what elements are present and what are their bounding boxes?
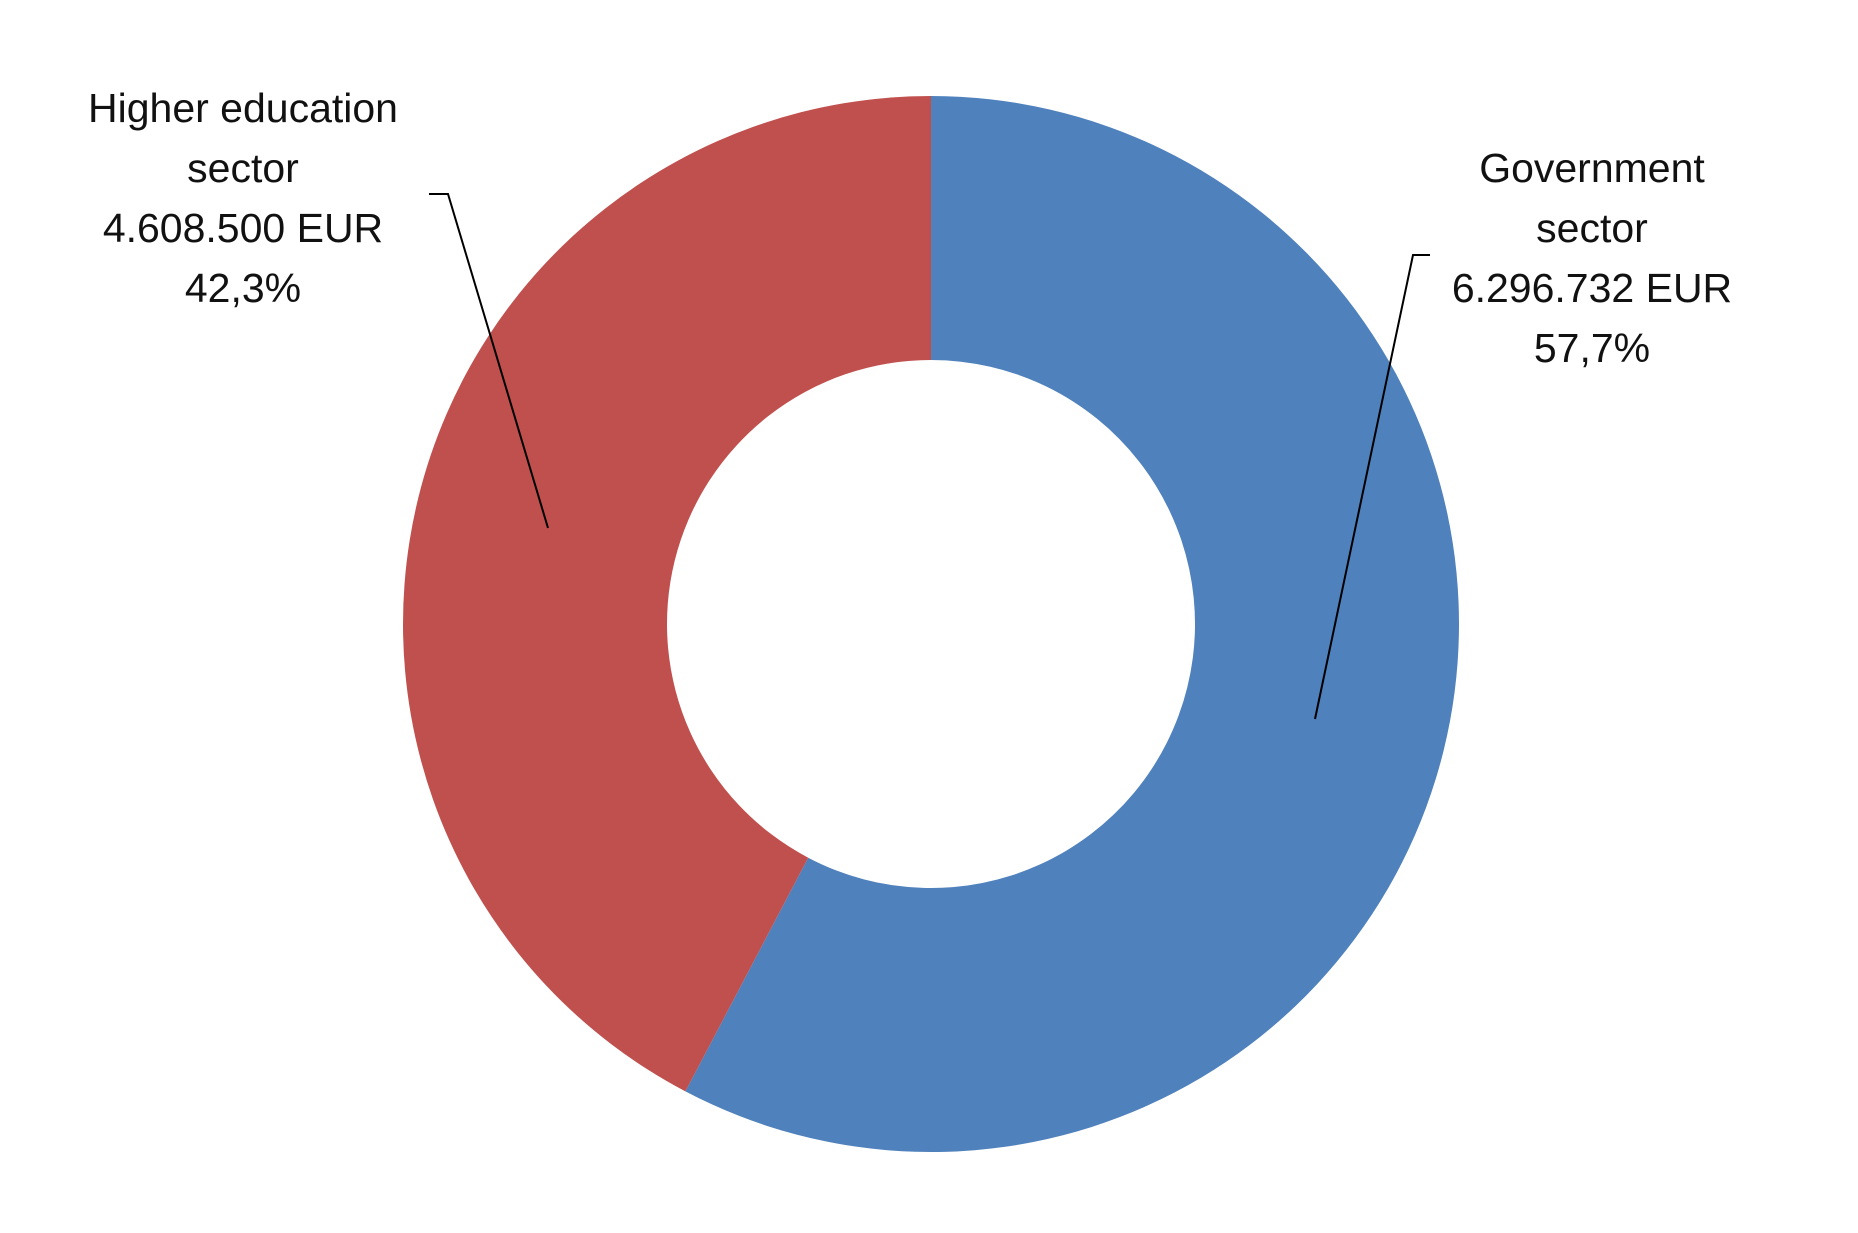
donut-wedge bbox=[402, 96, 931, 1092]
value-label: 6.296.732 EUR bbox=[1451, 265, 1733, 311]
leader-line bbox=[429, 193, 549, 529]
value-label: 4.608.500 EUR bbox=[102, 205, 384, 251]
percentage-label: 42,3% bbox=[184, 265, 302, 311]
percentage-label: 57,7% bbox=[1533, 325, 1651, 371]
data-label: Higher education sector 4.608.500 EUR 42,3… bbox=[43, 78, 443, 318]
donut-wedge bbox=[685, 96, 1459, 1152]
category-label: Higher education sector bbox=[88, 85, 398, 191]
category-label: Government sector bbox=[1479, 145, 1705, 251]
data-label: Government sector 6.296.732 EUR 57,7% bbox=[1392, 138, 1792, 378]
leader-line bbox=[1314, 254, 1430, 720]
